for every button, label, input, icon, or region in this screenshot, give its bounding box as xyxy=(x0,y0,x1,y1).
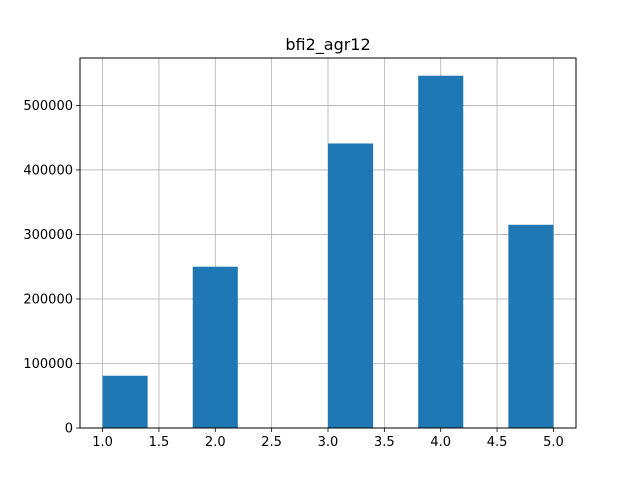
histogram-bar xyxy=(328,143,374,428)
chart-title: bfi2_agr12 xyxy=(285,35,370,55)
histogram-bar xyxy=(508,224,554,428)
x-tick-label: 4.5 xyxy=(487,435,508,450)
histogram-bars xyxy=(102,75,554,428)
x-tick-label: 3.5 xyxy=(374,435,395,450)
x-tick-label: 2.0 xyxy=(205,435,226,450)
x-tick-label: 1.0 xyxy=(92,435,113,450)
histogram-bar xyxy=(192,266,238,428)
y-axis-ticks: 0 100000 200000 300000 400000 500000 xyxy=(23,99,80,437)
x-tick-label: 1.5 xyxy=(149,435,170,450)
y-tick-label: 100000 xyxy=(23,357,73,372)
y-tick-label: 0 xyxy=(65,422,73,437)
histogram-bar xyxy=(102,375,148,428)
x-tick-label: 3.0 xyxy=(318,435,339,450)
x-axis-ticks: 1.0 1.5 2.0 2.5 3.0 3.5 4.0 4.5 5.0 xyxy=(92,428,564,450)
y-tick-label: 300000 xyxy=(23,228,73,243)
y-tick-label: 500000 xyxy=(23,99,73,114)
x-tick-label: 4.0 xyxy=(430,435,451,450)
histogram-bar xyxy=(418,75,464,428)
x-tick-label: 2.5 xyxy=(261,435,282,450)
y-tick-label: 200000 xyxy=(23,292,73,307)
x-tick-label: 5.0 xyxy=(543,435,564,450)
y-tick-label: 400000 xyxy=(23,163,73,178)
